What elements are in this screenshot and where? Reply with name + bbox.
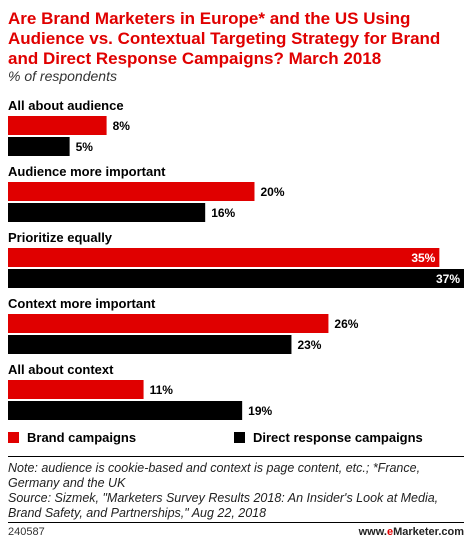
- bar-direct-response-audience-more-important: [8, 203, 206, 222]
- chart-id: 240587: [8, 526, 45, 538]
- bar-brand-all-about-audience: [8, 116, 107, 135]
- bar-direct-response-all-about-context: [8, 401, 243, 420]
- value-label-brand-audience-more-important: 20%: [260, 185, 284, 199]
- chart-subtitle: % of respondents: [8, 68, 117, 84]
- value-label-direct-response-prioritize-equally: 37%: [436, 272, 460, 286]
- legend-item-brand: Brand campaigns: [8, 430, 136, 445]
- bar-brand-audience-more-important: [8, 182, 255, 201]
- divider-top: [8, 456, 464, 457]
- bar-direct-response-all-about-audience: [8, 137, 70, 156]
- chart-source: Source: Sizmek, "Marketers Survey Result…: [8, 491, 439, 520]
- chart-notes: Note: audience is cookie-based and conte…: [8, 461, 466, 521]
- bar-brand-context-more-important: [8, 314, 329, 333]
- category-label-audience-more-important: Audience more important: [8, 164, 166, 179]
- legend-swatch-brand: [8, 432, 19, 443]
- bar-brand-all-about-context: [8, 380, 144, 399]
- legend-label-brand: Brand campaigns: [27, 430, 137, 445]
- value-label-direct-response-context-more-important: 23%: [297, 338, 321, 352]
- value-label-brand-all-about-context: 11%: [150, 383, 174, 397]
- value-label-brand-all-about-audience: 8%: [113, 119, 131, 133]
- legend-swatch-direct-response: [234, 432, 245, 443]
- bar-direct-response-prioritize-equally: [8, 269, 464, 288]
- chart-title: Are Brand Marketers in Europe* and the U…: [8, 9, 441, 68]
- legend-item-direct-response: Direct response campaigns: [234, 430, 423, 445]
- category-label-prioritize-equally: Prioritize equally: [8, 230, 113, 245]
- value-label-brand-prioritize-equally: 35%: [411, 251, 435, 265]
- brand-logo[interactable]: www.eMarketer.com: [358, 526, 464, 538]
- chart-note: Note: audience is cookie-based and conte…: [8, 461, 421, 490]
- category-label-all-about-context: All about context: [8, 362, 114, 377]
- bar-chart: All about audience 8% 5% Audience more impo…: [8, 98, 464, 420]
- bar-direct-response-context-more-important: [8, 335, 292, 354]
- divider-bottom: [8, 522, 464, 523]
- value-label-brand-context-more-important: 26%: [334, 317, 358, 331]
- value-label-direct-response-all-about-audience: 5%: [76, 140, 94, 154]
- category-label-context-more-important: Context more important: [8, 296, 156, 311]
- value-label-direct-response-all-about-context: 19%: [248, 404, 272, 418]
- value-label-direct-response-audience-more-important: 16%: [211, 206, 235, 220]
- legend-label-direct-response: Direct response campaigns: [253, 430, 423, 445]
- bar-brand-prioritize-equally: [8, 248, 440, 267]
- category-label-all-about-audience: All about audience: [8, 98, 124, 113]
